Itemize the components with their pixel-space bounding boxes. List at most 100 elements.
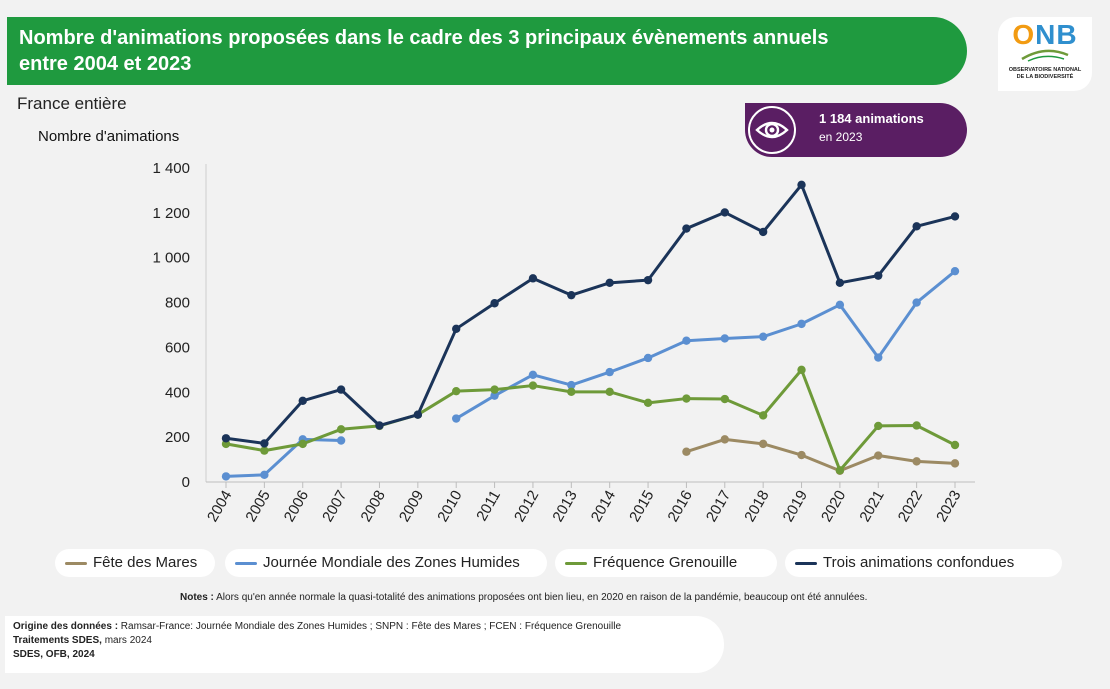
- badge-subtitle: en 2023: [819, 130, 863, 144]
- data-point: [912, 457, 921, 466]
- x-tick-label: 2005: [242, 488, 273, 525]
- y-tick-label: 0: [182, 474, 190, 491]
- logo-subtitle: OBSERVATOIRE NATIONAL DE LA BIODIVERSITÉ: [1008, 67, 1082, 80]
- data-point: [413, 410, 423, 419]
- y-tick-label: 400: [165, 384, 190, 401]
- data-point: [298, 439, 307, 449]
- data-point: [912, 298, 921, 307]
- source-box: Origine des données : Ramsar-France: Jou…: [5, 616, 724, 673]
- data-point: [797, 450, 806, 460]
- data-point: [720, 334, 729, 343]
- title-line-2: entre 2004 et 2023: [19, 53, 192, 75]
- data-point: [490, 385, 499, 394]
- data-point: [643, 353, 653, 363]
- data-point: [912, 222, 921, 231]
- legend-swatch: [65, 562, 87, 565]
- legend-swatch: [565, 562, 587, 565]
- data-point: [835, 300, 845, 310]
- data-point: [682, 336, 691, 345]
- x-tick-label: 2011: [473, 488, 504, 524]
- data-point: [682, 394, 691, 403]
- data-point: [720, 435, 729, 444]
- data-point: [528, 370, 538, 379]
- y-tick-label: 1 400: [152, 160, 190, 177]
- data-point: [797, 319, 806, 329]
- y-tick-label: 600: [165, 339, 190, 356]
- series-line: [224, 437, 343, 478]
- legend-label: Fréquence Grenouille: [593, 554, 738, 571]
- series-line: [454, 269, 957, 421]
- data-point: [682, 224, 691, 233]
- x-tick-label: 2022: [895, 488, 926, 525]
- highlight-badge: 1 184 animations en 2023: [745, 103, 967, 157]
- series-line: [684, 437, 957, 473]
- x-tick-label: 2023: [933, 488, 964, 525]
- y-tick-label: 800: [165, 295, 190, 312]
- x-tick-label: 2016: [664, 488, 695, 525]
- notes: Notes : Alors qu'en année normale la qua…: [180, 592, 868, 603]
- legend-label: Trois animations confondues: [823, 554, 1015, 571]
- chart-title: Nombre d'animations proposées dans le ca…: [19, 25, 939, 77]
- data-point: [950, 459, 960, 468]
- data-point: [874, 421, 883, 431]
- badge-value: 1 184 animations: [819, 111, 924, 126]
- data-point: [567, 387, 576, 397]
- x-tick-label: 2018: [741, 488, 772, 525]
- x-tick-label: 2013: [549, 488, 580, 525]
- y-tick-label: 1 200: [152, 205, 190, 222]
- legend-item-fete-des-mares: Fête des Mares: [55, 549, 215, 577]
- data-point: [336, 385, 346, 394]
- data-point: [452, 386, 461, 396]
- data-point: [490, 391, 499, 400]
- data-point: [797, 365, 806, 375]
- data-point: [874, 271, 883, 280]
- x-tick-label: 2008: [358, 488, 389, 525]
- data-point: [605, 278, 614, 288]
- data-point: [758, 332, 768, 341]
- x-tick-label: 2017: [703, 488, 734, 525]
- x-tick-label: 2004: [204, 488, 235, 525]
- data-point: [720, 208, 729, 217]
- legend-swatch: [795, 562, 817, 565]
- treatment-line: Traitements SDES, mars 2024: [13, 635, 152, 646]
- data-point: [835, 466, 845, 475]
- data-point: [452, 324, 461, 334]
- data-point: [260, 470, 269, 480]
- data-point: [797, 180, 806, 190]
- logo-letters: ONB: [1012, 19, 1078, 50]
- data-point: [221, 434, 231, 443]
- series-line: [224, 183, 957, 445]
- x-tick-label: 2015: [626, 488, 657, 525]
- x-tick-label: 2007: [319, 488, 350, 525]
- data-point: [490, 299, 499, 308]
- y-axis-title: Nombre d'animations: [38, 128, 180, 145]
- logo-leaf-icon: [1021, 49, 1069, 62]
- data-point: [260, 446, 269, 455]
- data-point: [605, 367, 614, 377]
- y-tick-label: 200: [165, 429, 190, 446]
- data-point: [221, 472, 231, 481]
- data-point: [605, 387, 614, 397]
- data-point: [874, 451, 883, 460]
- badge-circle: [748, 106, 796, 154]
- data-point: [567, 380, 576, 390]
- x-tick-label: 2010: [434, 488, 465, 525]
- legend-label: Fête des Mares: [93, 554, 198, 571]
- x-tick-label: 2021: [856, 488, 887, 525]
- data-point: [950, 440, 960, 450]
- legend-item-trois-animations: Trois animations confondues: [785, 549, 1062, 577]
- data-point: [375, 421, 384, 430]
- series-line: [224, 368, 957, 472]
- source-line: Origine des données : Ramsar-France: Jou…: [13, 621, 622, 632]
- data-point: [336, 436, 346, 445]
- legend-label: Journée Mondiale des Zones Humides: [263, 554, 520, 571]
- title-line-1: Nombre d'animations proposées dans le ca…: [19, 27, 829, 49]
- data-point: [336, 425, 346, 434]
- data-point: [950, 266, 960, 276]
- data-point: [950, 212, 960, 221]
- y-tick-label: 1 000: [152, 250, 190, 267]
- eye-icon: [755, 121, 789, 139]
- x-tick-label: 2006: [281, 488, 312, 525]
- data-point: [758, 411, 768, 420]
